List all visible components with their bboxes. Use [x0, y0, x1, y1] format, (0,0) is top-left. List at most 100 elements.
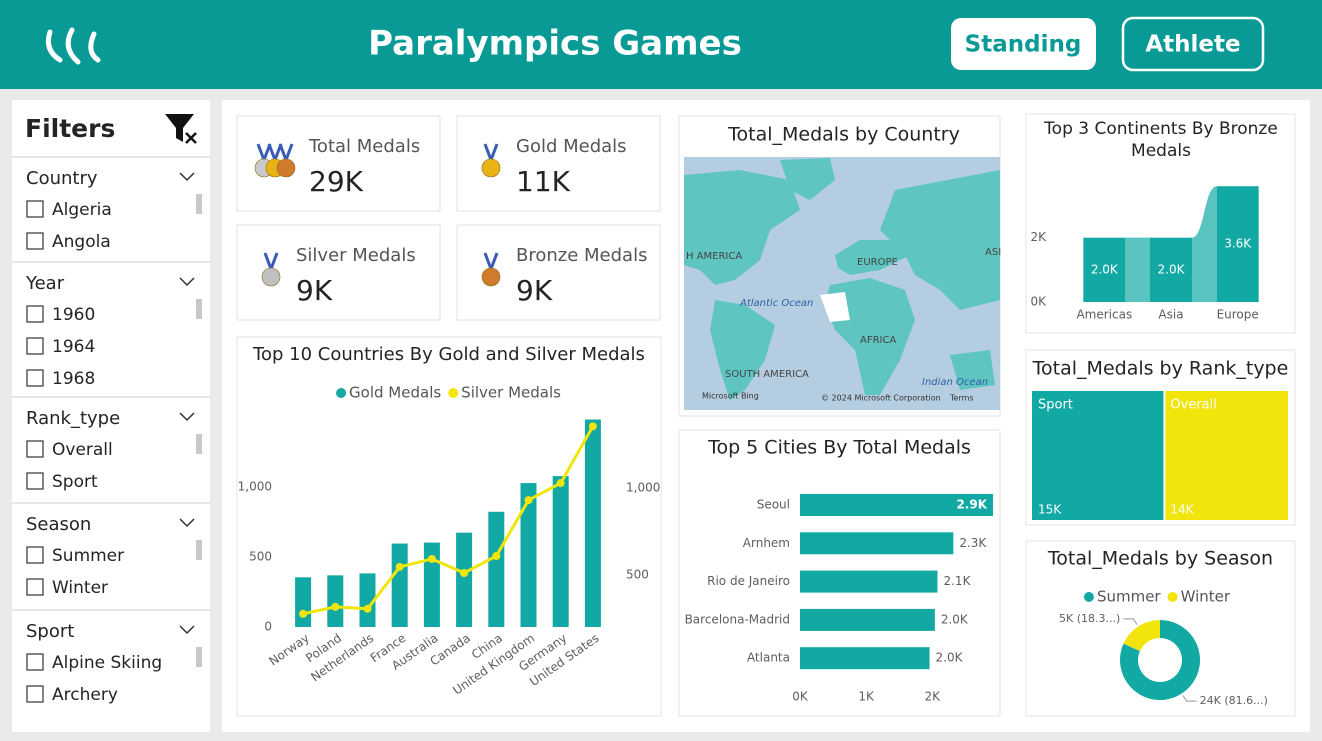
filter-option[interactable]: 1968	[52, 369, 95, 389]
filters-title: Filters	[25, 114, 115, 143]
filter-option[interactable]: 1964	[52, 337, 95, 357]
ribbon-title-box: Top 3 Continents By Bronze Medals	[1044, 119, 1278, 161]
x-tick-label: Asia	[1158, 308, 1183, 322]
donut-slice	[1120, 620, 1201, 700]
x-tick-label: 1K	[858, 690, 875, 704]
value-label: 15K	[1038, 503, 1062, 517]
bar	[584, 419, 601, 627]
chart-title: Total_Medals by Season	[1047, 548, 1273, 570]
checkbox[interactable]	[26, 578, 44, 596]
y-tick-label: 0K	[1030, 295, 1047, 309]
bar	[800, 570, 938, 593]
bar	[520, 483, 537, 627]
filter-option[interactable]: Sport	[52, 472, 98, 492]
header-bar	[0, 0, 1322, 89]
bar	[800, 494, 994, 516]
chart-title: Top 10 Countries By Gold and Silver Meda…	[252, 344, 645, 365]
y-tick-label: Arnhem	[743, 536, 790, 550]
athlete-button-label[interactable]: Athlete	[1145, 32, 1240, 58]
legend-label: Gold Medals	[349, 384, 441, 402]
line-point	[524, 496, 533, 505]
filter-chevron[interactable]	[179, 625, 195, 635]
checkbox[interactable]	[26, 685, 44, 703]
legend-label: Winter	[1181, 588, 1231, 606]
bar	[1150, 237, 1192, 302]
checkbox[interactable]	[26, 232, 44, 250]
checkbox[interactable]	[26, 369, 44, 387]
leader-line	[1182, 694, 1197, 702]
bar	[423, 542, 440, 627]
filter-option[interactable]: Angola	[52, 232, 111, 252]
line	[302, 425, 595, 616]
filter-option[interactable]: Algeria	[52, 200, 112, 220]
value-label: 2.0K	[941, 612, 969, 626]
checkbox[interactable]	[26, 546, 44, 564]
medal-icon	[481, 158, 501, 178]
line-point	[331, 602, 340, 611]
legend-label: Summer	[1097, 588, 1161, 606]
filter-option[interactable]: Overall	[52, 440, 113, 460]
kpi-value: 11K	[516, 165, 571, 198]
filter-name: Year	[25, 273, 65, 294]
x-tick-label: Americas	[1076, 308, 1132, 322]
map-label: ASI	[985, 247, 1001, 258]
checkbox[interactable]	[26, 200, 44, 218]
bar	[391, 543, 408, 627]
tile-label: Sport	[1038, 398, 1073, 413]
filter-option[interactable]: Winter	[52, 578, 108, 598]
checkbox[interactable]	[26, 472, 44, 490]
filter-chevron[interactable]	[179, 172, 195, 182]
map-label: Atlantic Ocean	[739, 298, 813, 309]
checkbox[interactable]	[26, 653, 44, 671]
filter-option[interactable]: 1960	[52, 305, 95, 325]
filter-scrollbar	[196, 299, 202, 319]
map-attribution[interactable]: Terms	[949, 394, 974, 403]
medal-icon	[261, 267, 281, 287]
line-point	[588, 422, 597, 431]
legend-marker	[448, 388, 459, 398]
checkbox[interactable]	[26, 440, 44, 458]
filter-chevron[interactable]	[179, 518, 195, 528]
bar	[359, 573, 376, 627]
kpi-value: 29K	[309, 165, 364, 198]
value-label: 2.9K	[956, 498, 987, 512]
line-point	[492, 551, 501, 560]
filter-scrollbar	[196, 540, 202, 560]
kpi-label: Silver Medals	[296, 245, 416, 266]
kpi-value: 9K	[516, 274, 553, 307]
legend-marker	[1083, 592, 1094, 602]
bar	[1216, 186, 1259, 302]
filter-option[interactable]: Archery	[52, 685, 118, 705]
medal-icon	[481, 267, 501, 287]
line-point	[427, 554, 436, 563]
value-label: 2.0K	[1091, 262, 1119, 276]
filter-chevron[interactable]	[179, 412, 195, 422]
filter-scrollbar	[196, 194, 202, 214]
medal-icon	[276, 158, 296, 178]
standing-button-label[interactable]: Standing	[965, 32, 1082, 58]
y2-tick-label: 1,000	[626, 481, 660, 495]
map-label: EUROPE	[857, 257, 898, 268]
kpi-label: Total Medals	[308, 136, 420, 157]
y-tick-label: Rio de Janeiro	[707, 574, 790, 588]
leader-line	[1123, 618, 1138, 626]
line-point	[299, 609, 308, 618]
bar	[800, 532, 954, 555]
line-point	[363, 604, 372, 613]
chart-title: Top 3 Continents By Bronze Medals	[1044, 119, 1278, 161]
map-label: Indian Ocean	[922, 377, 988, 388]
checkbox[interactable]	[26, 337, 44, 355]
clear-filters-icon[interactable]	[165, 114, 197, 144]
standing-button[interactable]	[951, 18, 1096, 70]
filter-chevron[interactable]	[179, 277, 195, 287]
checkbox[interactable]	[26, 305, 44, 323]
athlete-button[interactable]	[1121, 16, 1265, 72]
map-title: Total_Medals by Country	[727, 124, 960, 146]
map-label: SOUTH AMERICA	[725, 369, 809, 380]
treemap-tile	[1165, 391, 1288, 520]
filter-option[interactable]: Alpine Skiing	[52, 653, 162, 673]
bar	[295, 577, 312, 627]
filter-option[interactable]: Summer	[52, 546, 124, 566]
filter-name: Country	[26, 168, 98, 189]
